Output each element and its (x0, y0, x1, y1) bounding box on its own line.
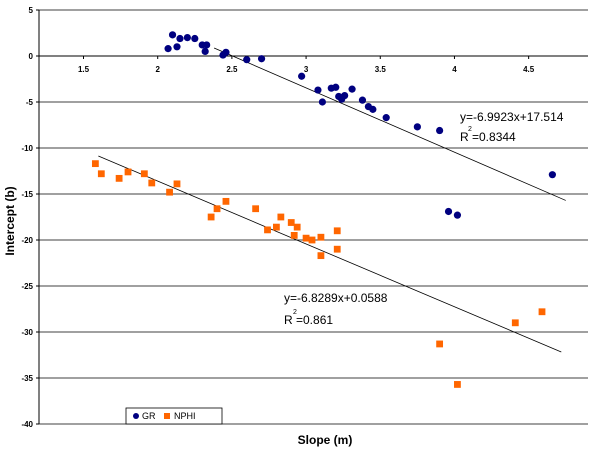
gr-data-point (436, 126, 444, 135)
legend-nphi-marker (164, 413, 170, 419)
nphi-data-point (333, 245, 341, 253)
y-tick-label: -20 (21, 236, 33, 245)
nphi-data-point (97, 170, 105, 178)
x-tick-label: 4.5 (523, 65, 535, 74)
nphi-data-point (287, 219, 295, 226)
nphi-data-point (317, 233, 325, 241)
legend-gr-label: GR (142, 411, 156, 421)
gr-data-point (257, 55, 266, 63)
y-axis-title: Intercept (b) (3, 186, 17, 255)
gr-data-point (358, 96, 367, 104)
gr-data-point (164, 45, 172, 53)
gr-trend-equation: y=-6.9923x+17.514 (460, 110, 564, 124)
gr-data-point (203, 41, 211, 49)
gr-data-point (173, 43, 181, 51)
y-tick-label: -10 (21, 144, 33, 153)
gr-data-point (382, 114, 390, 122)
gr-data-point (348, 85, 356, 93)
y-tick-label: -25 (21, 282, 33, 291)
y-tick-label: -30 (21, 328, 33, 337)
nphi-trendline (98, 155, 562, 353)
trendlines (98, 47, 566, 353)
x-tick-label: 2 (155, 65, 160, 74)
gr-data-point (183, 34, 191, 42)
x-tick-label: 2.5 (226, 65, 238, 74)
gr-data-point (444, 207, 453, 216)
nphi-data-point (277, 213, 285, 221)
legend: GR NPHI (125, 407, 223, 425)
gr-trendline (213, 47, 566, 201)
y-tick-label: 5 (29, 6, 34, 15)
nphi-data-point (511, 319, 519, 327)
nphi-data-point (302, 234, 310, 242)
nphi-data-point (333, 227, 341, 235)
nphi-trend-equation: y=-6.8289x+0.0588 (284, 291, 388, 305)
x-tick-label: 3.5 (375, 65, 387, 74)
gr-data-point (298, 72, 306, 80)
nphi-data-point (91, 160, 99, 168)
nphi-data-point (124, 168, 132, 176)
nphi-data-point (173, 180, 181, 188)
gr-data-point (332, 83, 340, 91)
nphi-data-point (222, 197, 230, 205)
gr-data-point (176, 34, 184, 43)
gr-data-point (314, 86, 322, 94)
x-tick-label: 1.5 (78, 65, 90, 74)
nphi-trend-r2: R =0.861 (284, 313, 333, 327)
nphi-data-point (293, 223, 301, 231)
y-tick-labels: 5 0 -5 -10 -15 -20 -25 -30 -35 -40 (21, 6, 33, 429)
legend-nphi-label: NPHI (174, 411, 196, 421)
gr-data-point (369, 105, 377, 113)
y-tick-label: 0 (29, 52, 34, 61)
gr-data-point (548, 171, 556, 179)
gr-data-point (318, 98, 327, 106)
legend-gr-marker (133, 413, 139, 419)
nphi-data-point (454, 381, 461, 388)
nphi-data-point (166, 188, 173, 196)
nphi-data-point (140, 170, 148, 178)
x-tick-label: 4 (452, 65, 457, 74)
y-tick-label: -35 (21, 374, 33, 383)
nphi-data-point (538, 308, 546, 316)
axes (36, 9, 588, 425)
gr-data-point (191, 34, 199, 43)
nphi-data-point (273, 223, 280, 231)
nphi-data-point (264, 226, 271, 234)
nphi-data-point (148, 179, 156, 187)
gr-data-point (413, 123, 421, 131)
gr-data-point (222, 48, 230, 56)
gr-data-point (201, 47, 209, 56)
y-tick-label: -40 (21, 420, 33, 429)
gr-data-point (243, 56, 251, 64)
gr-data-point (168, 31, 177, 39)
gr-data-point (453, 211, 462, 219)
y-tick-label: -5 (26, 98, 34, 107)
nphi-data-point (308, 236, 316, 244)
nphi-data-point (252, 205, 260, 213)
nphi-data-point (115, 174, 123, 182)
x-axis-title: Slope (m) (298, 433, 353, 447)
nphi-data-point (213, 205, 221, 213)
gr-data-point (341, 91, 349, 100)
nphi-data-point (290, 232, 298, 239)
nphi-data-point (207, 213, 215, 221)
x-tick-labels: 1.5 2 2.5 3 3.5 4 4.5 (78, 65, 535, 74)
x-tick-label: 3 (304, 65, 309, 74)
gr-trend-r2: R =0.8344 (460, 130, 516, 144)
data-points (91, 31, 556, 388)
legend-box (125, 407, 223, 425)
nphi-data-point (436, 340, 444, 348)
nphi-r2-exponent: 2 (293, 309, 297, 316)
y-tick-label: -15 (21, 190, 33, 199)
nphi-data-point (317, 252, 325, 260)
gr-r2-exponent: 2 (468, 126, 472, 133)
